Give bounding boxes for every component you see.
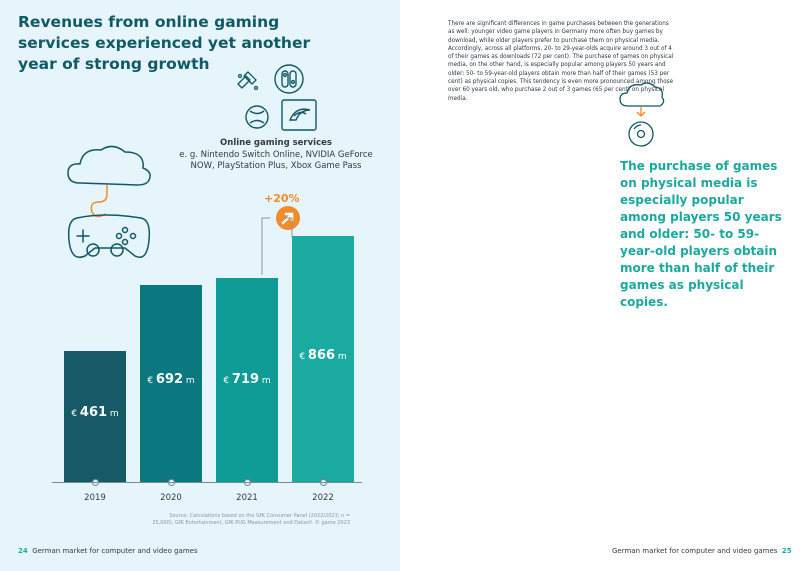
x-axis-label: 2019 [84,493,106,503]
bar-value-label: € 692 m [147,372,195,387]
cloud-controller-icon [67,145,151,258]
x-axis-label: 2021 [236,493,258,503]
bar-2022: € 866 m [292,236,354,482]
footer-text-right: German market for computer and video gam… [612,547,778,555]
right-page [400,0,800,571]
bar-2020: € 692 m [140,285,202,482]
page-number-left: 24 [18,547,28,555]
x-axis-label: 2022 [312,493,334,503]
cloud-disc-icon [619,82,665,147]
nvidia-icon [281,99,317,131]
body-paragraph: There are significant differences in gam… [448,21,674,102]
online-services-caption: Online gaming services e. g. Nintendo Sw… [176,138,376,173]
page-number-right: 25 [781,547,792,555]
services-title: Online gaming services [220,138,332,148]
footer-text-left: German market for computer and video gam… [32,547,198,555]
bar-2021: € 719 m [216,278,278,482]
bar-value-label: € 719 m [223,372,271,387]
gamepad-icon [237,71,259,91]
x-axis-label: 2020 [160,493,182,503]
growth-bracket [261,217,293,275]
source-note: Source: Calculations based on the GfK Co… [152,513,350,526]
switch-icon [274,64,304,94]
bar-2019: € 461 m [64,351,126,482]
bar-value-label: € 866 m [299,348,347,363]
left-footer: 24 German market for computer and video … [18,547,198,555]
right-footer: German market for computer and video gam… [612,547,792,555]
xbox-icon [245,105,269,129]
services-description: e. g. Nintendo Switch Online, NVIDIA GeF… [179,149,373,172]
pull-quote: The purchase of games on physical media … [620,159,782,309]
page-title: Revenues from online gaming services exp… [18,13,311,73]
bar-value-label: € 461 m [71,405,119,420]
x-axis [52,482,362,483]
growth-label: +20% [264,192,300,205]
